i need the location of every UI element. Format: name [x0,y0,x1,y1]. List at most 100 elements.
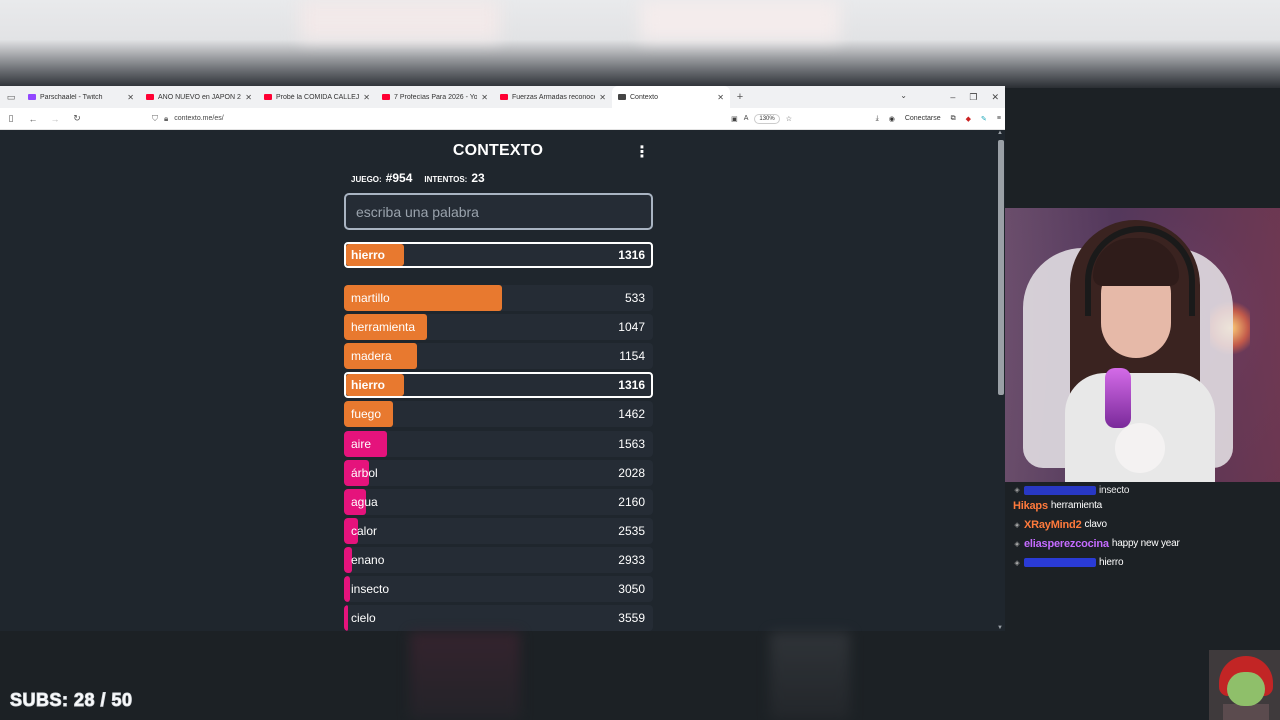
translate-extension-icon[interactable]: ✎ [981,115,987,123]
download-icon[interactable]: ⤓ [875,114,879,122]
guess-word: árbol [351,465,378,480]
chat-username[interactable]: Hikaps [1013,499,1048,512]
game-number: #954 [385,171,413,185]
browser-tab[interactable]: AÑO NUEVO en JAPÓN 2026 • ✕ [140,86,258,108]
chat-text: hierro [1099,557,1124,568]
close-tab-icon[interactable]: ✕ [127,92,134,102]
guess-rank: 3050 [618,582,645,596]
window-menu-icon[interactable]: ▭ [6,91,16,102]
chat-message: ◈ eliasperezcocina happy new year [1013,534,1273,553]
window-controls: – ❐ ✕ [950,86,999,108]
close-tab-icon[interactable]: ✕ [245,92,252,102]
guess-row: madera 1154 [344,343,653,370]
proximity-bar [346,374,404,397]
close-tab-icon[interactable]: ✕ [599,92,606,102]
attempts-count: 23 [471,171,485,185]
close-tab-icon[interactable]: ✕ [363,92,370,102]
extensions-icon[interactable]: ⧉ [950,114,956,122]
guess-rank: 1047 [618,320,645,335]
guess-word: calor [351,523,378,538]
reload-icon[interactable]: ↻ [73,113,81,123]
sidebar-toggle-icon[interactable]: ▯ [8,113,14,123]
guess-word: agua [351,494,378,509]
proximity-bar [344,285,502,311]
blur-shape [770,632,850,720]
webcam-feed [1005,208,1280,482]
browser-tab[interactable]: 7 Profecías Para 2026 - YouTube✕ [376,86,494,108]
minimize-icon[interactable]: – [950,92,956,102]
address-bar[interactable]: ⛉ 🔒︎ contexto.me/es/ ▣ A 130% ☆ [152,111,792,127]
guess-word: martillo [351,291,390,305]
last-guess-rank: 1316 [618,248,645,262]
restore-icon[interactable]: ❐ [969,91,978,102]
last-guess-bar [346,244,404,266]
browser-tab[interactable]: Contexto ✕ [612,86,730,108]
close-tab-icon[interactable]: ✕ [481,92,488,102]
picture-icon[interactable]: ▣ [731,115,738,123]
chat-username[interactable] [1024,558,1096,567]
chat-badge-icon: ◈ [1014,487,1020,494]
tab-title: AÑO NUEVO en JAPÓN 2026 • [158,93,241,101]
close-window-icon[interactable]: ✕ [991,91,999,102]
attempts-label: INTENTOS: [424,175,468,184]
tab-bar: ▭ Parschaalel - Twitch ✕ AÑO NUEVO en JAPÓ… [0,86,1005,108]
tab-list-dropdown-icon[interactable]: ⌄ [900,91,907,100]
guess-word: cielo [351,611,376,626]
close-tab-icon[interactable]: ✕ [717,92,724,102]
guess-rank: 2028 [618,465,645,480]
chat-username[interactable]: eliasperezcocina [1024,537,1109,550]
chat-text: clavo [1084,519,1108,530]
new-tab-button[interactable]: + [736,91,744,103]
scroll-down-icon[interactable]: ▼ [997,625,1003,631]
guess-row: calor 2535 [344,517,653,544]
extension-icon[interactable]: ◆ [965,115,972,123]
guess-word: aire [351,436,372,451]
chat-feed: ◈ insecto Hikaps herramienta ◈ XRayMind2 clavo… [1013,484,1273,572]
connect-label[interactable]: Conectarse [904,115,941,122]
tab-title: Probé la COMIDA CALLEJERA de [276,93,360,101]
guess-word: herramienta [351,320,416,335]
guess-row: hierro 1316 [344,372,653,399]
forward-icon[interactable]: → [50,113,60,124]
translate-icon[interactable]: A [743,115,749,122]
browser-window: ▭ Parschaalel - Twitch ✕ AÑO NUEVO en JAPÓ… [0,86,1005,632]
blur-shape [300,0,500,40]
tab-title: 7 Profecías Para 2026 - YouTube [394,93,478,101]
guess-rank: 2535 [618,523,645,538]
browser-tab[interactable]: Fuerzas Armadas reconocen a D ✕ [494,86,612,108]
browser-tab[interactable]: Probé la COMIDA CALLEJERA de✕ [258,86,376,108]
zoom-level[interactable]: 130% [754,113,780,124]
account-icon[interactable]: ◉ [888,115,895,123]
guess-word: hierro [351,378,386,393]
url-text[interactable]: contexto.me/es/ [174,115,224,122]
browser-tab[interactable]: Parschaalel - Twitch ✕ [22,86,140,108]
bookmark-star-icon[interactable]: ☆ [785,115,792,123]
app-title: CONTEXTO [452,142,544,159]
chat-text: happy new year [1111,538,1180,549]
guess-rank: 2160 [618,494,645,509]
subs-counter: SUBS: 28 / 50 [10,690,133,711]
contexto-page: CONTEXTO ⋮ JUEGO: #954 INTENTOS: 23 hier… [0,130,996,632]
guess-rank: 1563 [618,436,645,451]
page-scrollbar[interactable]: ▲ ▼ [996,130,1005,631]
tab-favicon-icon [28,94,36,100]
back-icon[interactable]: ← [28,113,38,124]
guess-input[interactable] [344,193,653,230]
guess-word: fuego [351,407,382,422]
more-options-icon[interactable]: ⋮ [634,144,650,161]
toolbar-right: ⤓ ◉ Conectarse ⧉ ◆ ✎ ≡ [876,115,1001,123]
zombie-avatar [1209,650,1280,720]
scroll-up-icon[interactable]: ▲ [997,130,1003,136]
tab-favicon-icon [146,94,154,100]
chat-username[interactable]: XRayMind2 [1024,518,1082,531]
last-guess-word: hierro [351,248,386,262]
menu-icon[interactable]: ≡ [996,115,1001,122]
chat-username[interactable] [1024,485,1096,495]
guess-row: árbol 2028 [344,459,653,486]
scrollbar-thumb[interactable] [998,140,1004,395]
blur-shape [640,0,840,40]
proximity-bar [344,546,352,573]
guess-row: agua 2160 [344,488,653,515]
site-info-icon[interactable]: ⛉ [152,113,158,123]
proximity-bar [344,430,388,457]
